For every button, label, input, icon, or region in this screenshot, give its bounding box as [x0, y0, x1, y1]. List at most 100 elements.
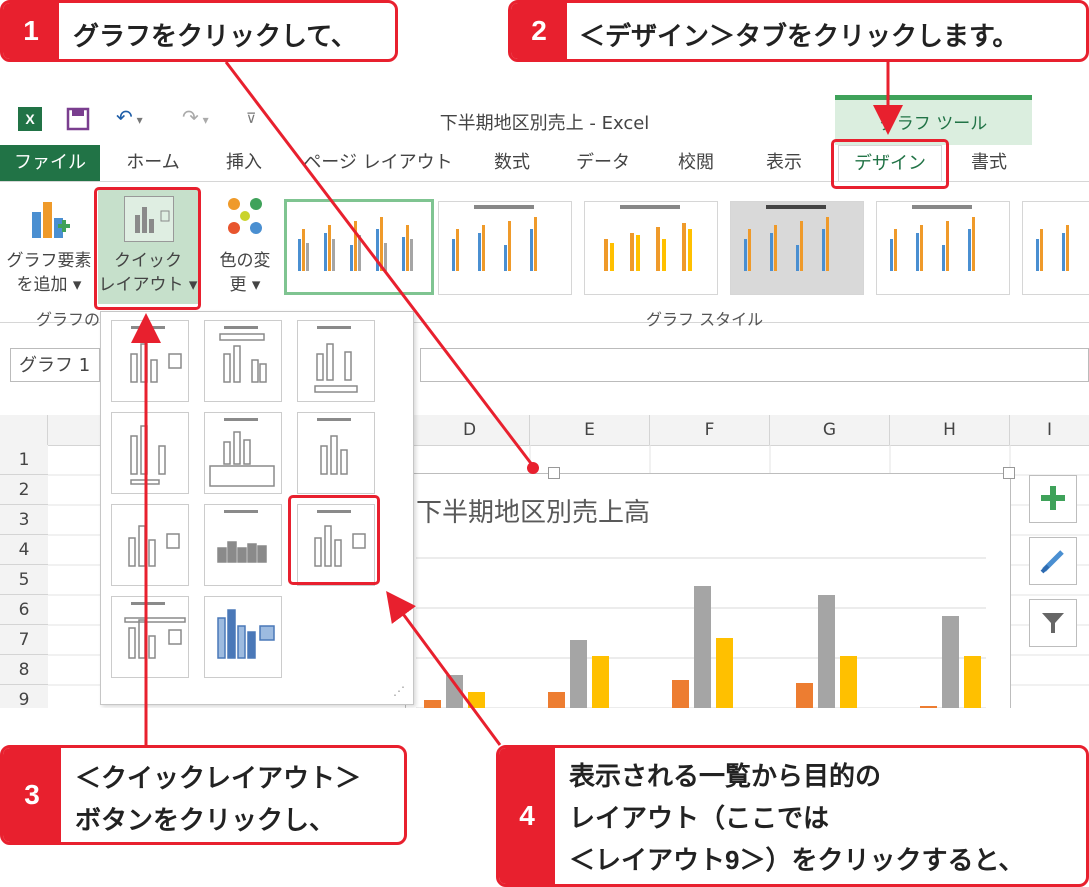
quick-layout-label-1: クイック: [114, 251, 182, 271]
tab-file[interactable]: ファイル: [0, 145, 100, 181]
gallery-resize-grip[interactable]: ⋰: [393, 684, 405, 698]
row-header[interactable]: 8: [0, 655, 48, 685]
layout-8-option[interactable]: [204, 504, 282, 586]
chart-bar[interactable]: [964, 656, 981, 708]
chart-bar[interactable]: [446, 675, 463, 708]
tab-data[interactable]: データ: [576, 152, 630, 173]
quick-layout-gallery: ⋰: [100, 311, 414, 705]
add-chart-element-button[interactable]: グラフ要素 を追加 ▾: [6, 192, 92, 302]
chart-style-6[interactable]: [1022, 201, 1089, 295]
chart-bar[interactable]: [468, 692, 485, 708]
step-3-text-line-2: ボタンをクリックし、: [75, 805, 336, 835]
callout-step-2: 2 ＜デザイン＞タブをクリックします。: [508, 0, 1089, 62]
chart-bar[interactable]: [694, 586, 711, 708]
column-header-h[interactable]: H: [890, 415, 1010, 445]
layout-3-option[interactable]: [297, 320, 375, 402]
step-4-text-line-3: ＜レイアウト9＞）をクリックすると、: [569, 845, 1025, 875]
design-tab-highlight: [831, 139, 949, 189]
layout-7-option[interactable]: [111, 504, 189, 586]
step-4-text-line-1: 表示される一覧から目的の: [569, 761, 882, 791]
change-colors-label-1: 色の変: [219, 251, 271, 271]
quick-layout-icon: [124, 196, 174, 242]
paintbrush-icon: [1040, 548, 1066, 574]
step-2-text: ＜デザイン＞タブをクリックします。: [579, 21, 1019, 51]
name-box[interactable]: グラフ 1: [10, 348, 100, 382]
chart-bar[interactable]: [818, 595, 835, 708]
chart-bar[interactable]: [796, 683, 813, 708]
tab-format[interactable]: 書式: [971, 152, 1007, 173]
excel-logo-icon: X: [18, 107, 42, 131]
column-header-i[interactable]: I: [1046, 420, 1052, 440]
chart-tools-label: グラフ ツール: [879, 114, 988, 134]
change-colors-button[interactable]: 色の変 更 ▾: [208, 192, 282, 302]
chart-bar[interactable]: [424, 700, 441, 708]
select-all-corner[interactable]: [0, 415, 48, 445]
tab-design[interactable]: デザイン: [838, 145, 942, 181]
tab-review[interactable]: 校閲: [678, 152, 714, 173]
chart-style-4[interactable]: [730, 201, 864, 295]
change-colors-label-2: 更 ▾: [229, 275, 261, 295]
customize-qat-icon[interactable]: ⊽: [246, 111, 257, 127]
layout-9-option[interactable]: [297, 504, 375, 586]
change-colors-icon: [222, 194, 268, 240]
redo-icon[interactable]: ↷ ▾: [182, 105, 209, 129]
chart-bar[interactable]: [592, 656, 609, 708]
tab-page-layout[interactable]: ページ レイアウト: [303, 152, 453, 173]
plus-icon: [1041, 486, 1065, 510]
column-header-e[interactable]: E: [530, 415, 650, 445]
step-3-number: 3: [3, 748, 61, 842]
chart-bar[interactable]: [920, 706, 937, 708]
row-header[interactable]: 4: [0, 535, 48, 565]
row-header[interactable]: 9: [0, 685, 48, 708]
callout-step-3: 3 ＜クイックレイアウト＞ ボタンをクリックし、: [0, 745, 407, 845]
tab-formulas[interactable]: 数式: [494, 152, 530, 173]
callout-step-1: 1 グラフをクリックして、: [0, 0, 398, 62]
chart-resize-handle-top[interactable]: [548, 467, 560, 479]
layout-5-option[interactable]: [204, 412, 282, 494]
chart-area[interactable]: 下半期地区別売上高: [405, 473, 1011, 708]
quick-layout-highlight: [94, 187, 201, 310]
chart-style-previews: [298, 205, 1069, 271]
chart-bar[interactable]: [672, 680, 689, 708]
chart-bar[interactable]: [840, 656, 857, 708]
quick-layout-label-2: レイアウト ▾: [98, 275, 198, 295]
layout-9-highlight: [288, 495, 380, 585]
quick-layout-button[interactable]: クイック レイアウト ▾: [98, 190, 198, 304]
row-header[interactable]: 5: [0, 565, 48, 595]
filter-icon: [1040, 610, 1066, 636]
chart-resize-handle-top-right[interactable]: [1003, 467, 1015, 479]
row-header[interactable]: 6: [0, 595, 48, 625]
tab-insert[interactable]: 挿入: [226, 152, 262, 173]
plot-area: [416, 557, 986, 708]
undo-icon[interactable]: ↶ ▾: [116, 105, 143, 129]
column-header-d[interactable]: D: [410, 415, 530, 445]
step-1-text: グラフをクリックして、: [73, 21, 357, 51]
layout-10-option[interactable]: [111, 596, 189, 678]
column-header-g[interactable]: G: [770, 415, 890, 445]
row-header[interactable]: 2: [0, 475, 48, 505]
step-3-text-line-1: ＜クイックレイアウト＞: [75, 763, 362, 793]
add-chart-element-icon: [30, 198, 70, 240]
chart-bar[interactable]: [570, 640, 587, 708]
layout-6-option[interactable]: [297, 412, 375, 494]
tab-home[interactable]: ホーム: [126, 152, 180, 173]
chart-filters-button[interactable]: [1029, 599, 1077, 647]
step-1-number: 1: [3, 3, 59, 59]
row-header[interactable]: 7: [0, 625, 48, 655]
add-chart-element-label-1: グラフ要素: [6, 251, 92, 271]
chart-bar[interactable]: [548, 692, 565, 708]
callout-step-4: 4 表示される一覧から目的の レイアウト（ここでは ＜レイアウト9＞）をクリック…: [496, 745, 1089, 887]
chart-bar[interactable]: [716, 638, 733, 708]
column-header-f[interactable]: F: [650, 415, 770, 445]
window-title: 下半期地区別売上 - Excel: [439, 113, 650, 134]
save-icon[interactable]: [66, 107, 90, 131]
chart-title[interactable]: 下半期地区別売上高: [416, 498, 651, 528]
chart-elements-button[interactable]: [1029, 475, 1077, 523]
chart-styles-group-label: グラフ スタイル: [646, 310, 764, 329]
row-header[interactable]: 1: [0, 445, 48, 475]
row-header[interactable]: 3: [0, 505, 48, 535]
tab-view[interactable]: 表示: [766, 152, 802, 173]
chart-bar[interactable]: [942, 616, 959, 708]
chart-styles-button[interactable]: [1029, 537, 1077, 585]
